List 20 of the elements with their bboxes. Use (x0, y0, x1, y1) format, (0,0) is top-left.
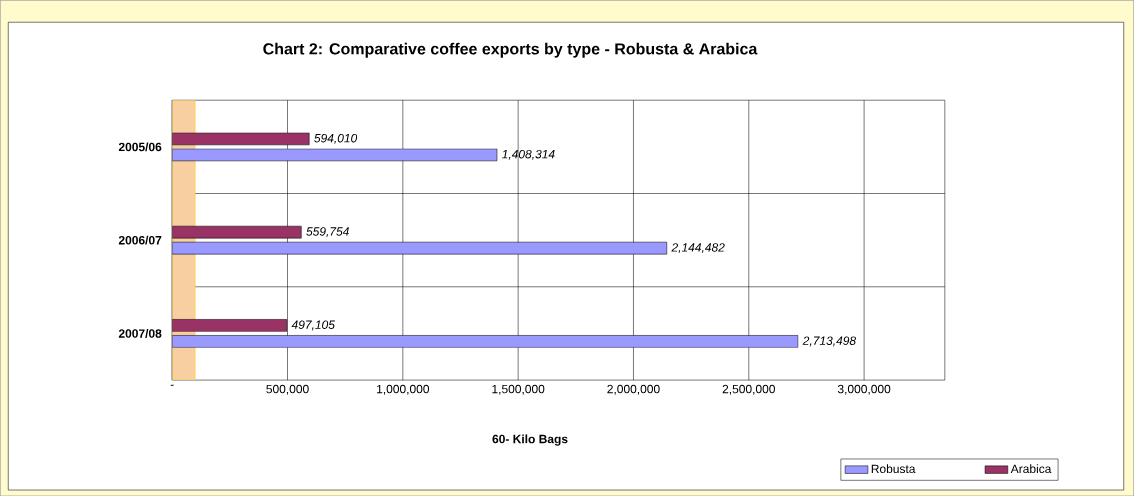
legend-label: Robusta (871, 464, 916, 473)
x-tick-label: 2,500,000 (722, 384, 775, 395)
legend-label: Arabica (1010, 464, 1052, 473)
x-tick-label: 3,000,000 (837, 384, 891, 395)
data-label: 2,144,482 (671, 243, 725, 253)
data-label: 497,105 (291, 320, 335, 331)
data-label: 559,754 (306, 227, 349, 237)
data-label: 1,408,314 (502, 149, 555, 160)
y-tick-label: 2007/08 (118, 328, 162, 338)
x-tick-label: - (170, 384, 174, 386)
x-tick-label: 1,000,000 (377, 384, 430, 395)
x-tick-label: 1,500,000 (492, 384, 545, 395)
y-tick-label: 2006/07 (118, 235, 162, 245)
chart-title: Chart 2: Comparative coffee exports by type - Robusta & Arabica (263, 42, 758, 58)
y-tick-label: 2005/06 (118, 142, 162, 152)
x-tick-label: 2,000,000 (607, 384, 660, 395)
data-label: 594,010 (314, 133, 358, 144)
data-label: 2,713,498 (802, 336, 857, 347)
x-axis-title: 60- Kilo Bags (492, 434, 568, 446)
x-tick-label: 500,000 (266, 384, 309, 395)
